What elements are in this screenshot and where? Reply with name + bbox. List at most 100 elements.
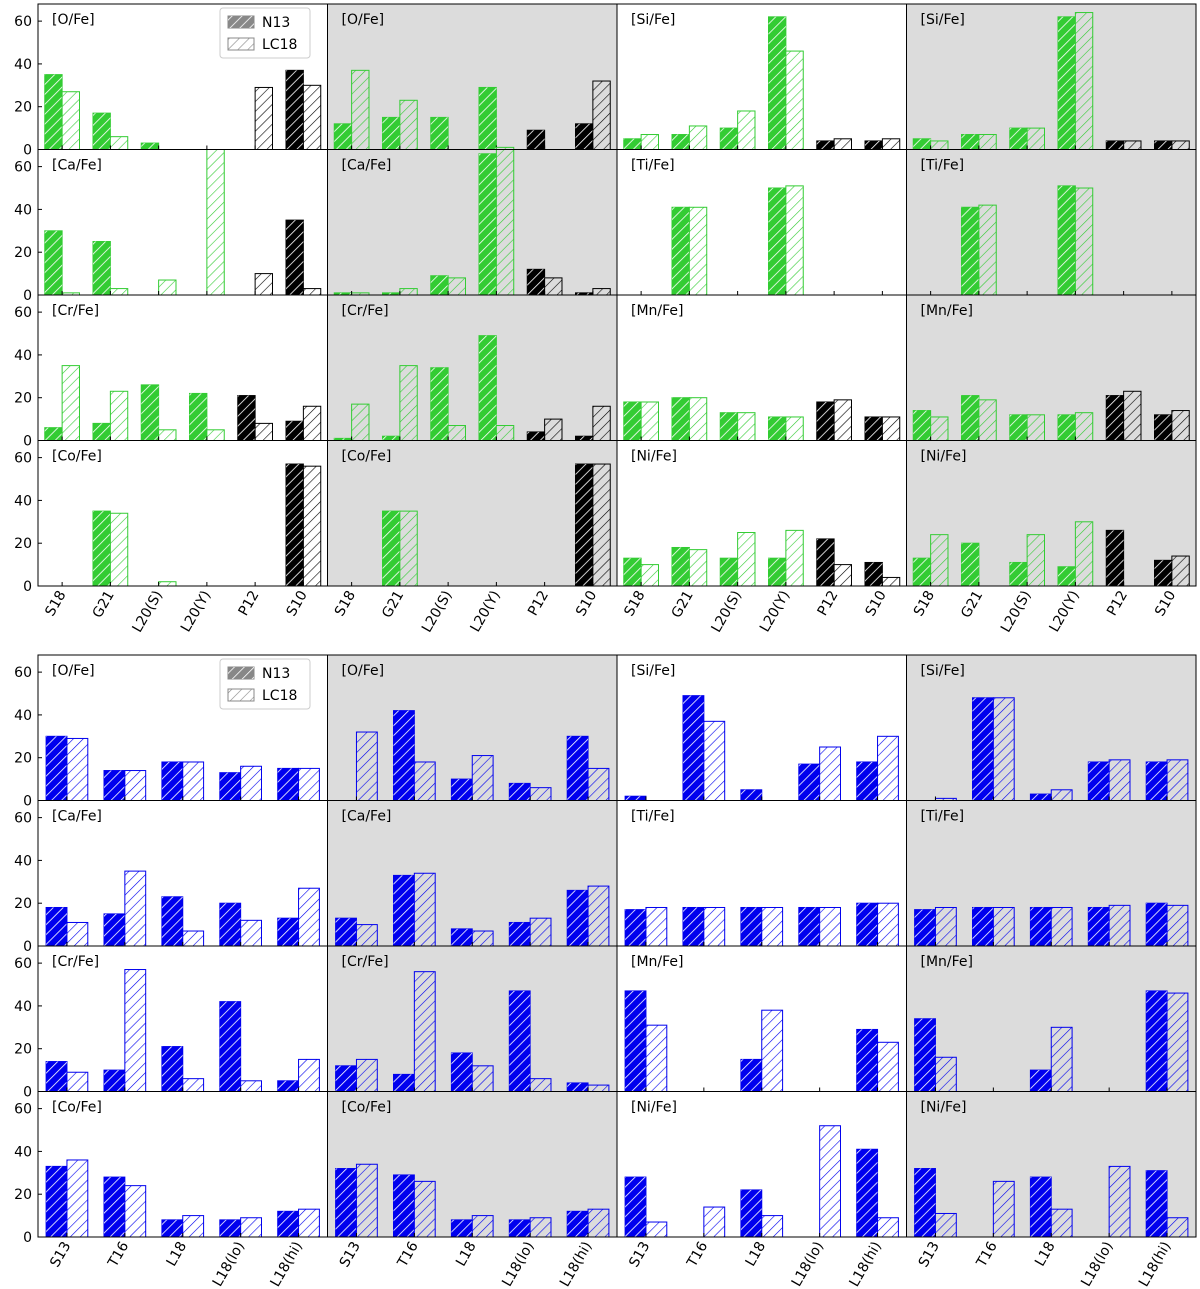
bar-n13-hatch xyxy=(961,543,979,586)
bar-n13-hatch xyxy=(914,1168,936,1237)
bar-n13-hatch xyxy=(46,1166,67,1237)
x-tick-label: L18(lo) xyxy=(789,1239,827,1289)
legend: N13 LC18 xyxy=(219,7,311,59)
x-tick-label: P12 xyxy=(525,588,552,619)
bar-n13-hatch xyxy=(451,1219,473,1237)
panel-label: [Si/Fe] xyxy=(921,12,965,28)
y-tick-label: 60 xyxy=(14,1102,32,1118)
bar-n13-hatch xyxy=(393,1074,415,1092)
y-tick-label: 40 xyxy=(14,493,32,509)
y-tick-label: 40 xyxy=(14,1144,32,1160)
x-tick-label: L20(Y) xyxy=(1046,588,1082,635)
bar-n13-hatch xyxy=(141,143,159,150)
panel-frame xyxy=(906,440,1197,587)
bar-lc18-l18 xyxy=(1050,1026,1073,1093)
bar-lc18-s10 xyxy=(302,465,322,587)
bar-lc18-t16 xyxy=(413,872,436,947)
bar-n13-hatch xyxy=(1030,1070,1052,1092)
bar-n13-hatch xyxy=(451,1052,473,1092)
x-tick-label: P12 xyxy=(1104,588,1131,619)
panel-bottom-r1-c1: [Ca/Fe] xyxy=(327,800,618,947)
bar-n13-hatch xyxy=(816,401,835,441)
x-tick-label: T16 xyxy=(684,1239,712,1271)
bar-lc18-l20s xyxy=(1026,534,1045,587)
bar-lc18-t16 xyxy=(413,1180,436,1238)
bar-lc18-t16 xyxy=(124,770,147,802)
legend-label-n13: N13 xyxy=(262,15,290,31)
bar-lc18-s10 xyxy=(592,463,611,587)
bar-n13-hatch xyxy=(479,87,497,150)
bar-n13-hatch xyxy=(93,113,111,150)
bar-n13-hatch xyxy=(567,1211,589,1237)
bar-lc18-p12 xyxy=(833,138,852,150)
bar-lc18-g21 xyxy=(399,99,418,150)
bar-lc18-l18hi xyxy=(1166,759,1189,801)
x-tick-label: S10 xyxy=(573,588,600,619)
bar-n13-hatch xyxy=(277,768,299,801)
bar-lc18-g21 xyxy=(109,288,129,296)
bar-lc18-g21 xyxy=(109,136,129,150)
x-tick-label: L20(Y) xyxy=(757,588,793,635)
bar-lc18-l20s xyxy=(737,110,756,150)
y-tick-label: 60 xyxy=(14,811,32,827)
bar-lc18-l18hi xyxy=(587,885,610,947)
panel-label: [Ti/Fe] xyxy=(921,158,965,174)
bar-n13-hatch xyxy=(237,395,256,441)
bar-lc18-l20s xyxy=(158,429,177,442)
bar-n13-hatch xyxy=(1058,566,1076,586)
bar-n13-hatch xyxy=(393,875,415,946)
bar-n13-hatch xyxy=(720,128,738,150)
panel-background xyxy=(327,149,617,295)
bar-lc18-l18hi xyxy=(298,767,320,802)
bar-lc18-s18 xyxy=(930,534,949,587)
bar-n13-hatch xyxy=(93,511,111,586)
panel-label: [O/Fe] xyxy=(342,663,385,679)
y-tick-label: 60 xyxy=(14,956,32,972)
bar-n13-hatch xyxy=(625,990,646,1092)
bar-lc18-s18 xyxy=(640,401,659,441)
bar-n13-hatch xyxy=(46,907,67,946)
bar-n13-hatch xyxy=(740,789,762,801)
bar-lc18-t16 xyxy=(124,870,147,947)
bar-lc18-s13 xyxy=(645,906,668,947)
bar-n13-hatch xyxy=(625,796,646,801)
bar-lc18-l20y xyxy=(785,529,804,587)
x-tick-label: L18(hi) xyxy=(268,1239,307,1289)
bar-n13-hatch xyxy=(93,423,111,441)
bar-lc18-l18lo xyxy=(240,765,262,802)
bar-n13-hatch xyxy=(914,909,936,946)
bar-n13-hatch xyxy=(46,1061,67,1092)
bar-lc18-g21 xyxy=(978,399,997,441)
bar-n13-hatch xyxy=(334,438,352,441)
bar-n13-hatch xyxy=(623,138,642,150)
bar-n13-hatch xyxy=(286,421,304,441)
x-tick-label: L18(hi) xyxy=(557,1239,596,1289)
bar-n13-hatch xyxy=(856,1029,878,1092)
panel-label: [Ni/Fe] xyxy=(631,449,677,465)
bar-lc18-s10 xyxy=(881,138,901,150)
bar-n13-hatch xyxy=(1030,794,1052,801)
bar-lc18-l18hi xyxy=(877,1217,899,1238)
bar-n13-hatch xyxy=(161,1046,183,1092)
x-tick-label: G21 xyxy=(90,588,118,621)
legend-label-lc18: LC18 xyxy=(262,37,297,53)
panel-background xyxy=(906,440,1196,586)
bar-n13-hatch xyxy=(1146,1170,1168,1237)
panel-background xyxy=(38,440,328,586)
bar-lc18-s10 xyxy=(592,80,611,150)
bar-lc18-s18 xyxy=(351,403,370,441)
bar-n13-hatch xyxy=(1106,395,1124,441)
panel-bottom-r2-c3: [Mn/Fe] xyxy=(906,945,1197,1093)
panel-background xyxy=(617,4,907,150)
panel-label: [Ti/Fe] xyxy=(631,809,675,825)
bar-lc18-p12 xyxy=(254,273,273,296)
panel-label: [Ca/Fe] xyxy=(342,158,392,174)
panel-label: [Co/Fe] xyxy=(342,449,392,465)
bar-lc18-s18 xyxy=(61,365,80,441)
legend-label-n13: N13 xyxy=(262,666,290,682)
bar-lc18-l18 xyxy=(182,1078,205,1092)
bar-lc18-s13 xyxy=(934,906,957,947)
x-tick-label: L18(lo) xyxy=(1078,1239,1116,1289)
bar-n13-hatch xyxy=(1009,414,1028,441)
bar-lc18-l18lo xyxy=(529,1078,552,1092)
